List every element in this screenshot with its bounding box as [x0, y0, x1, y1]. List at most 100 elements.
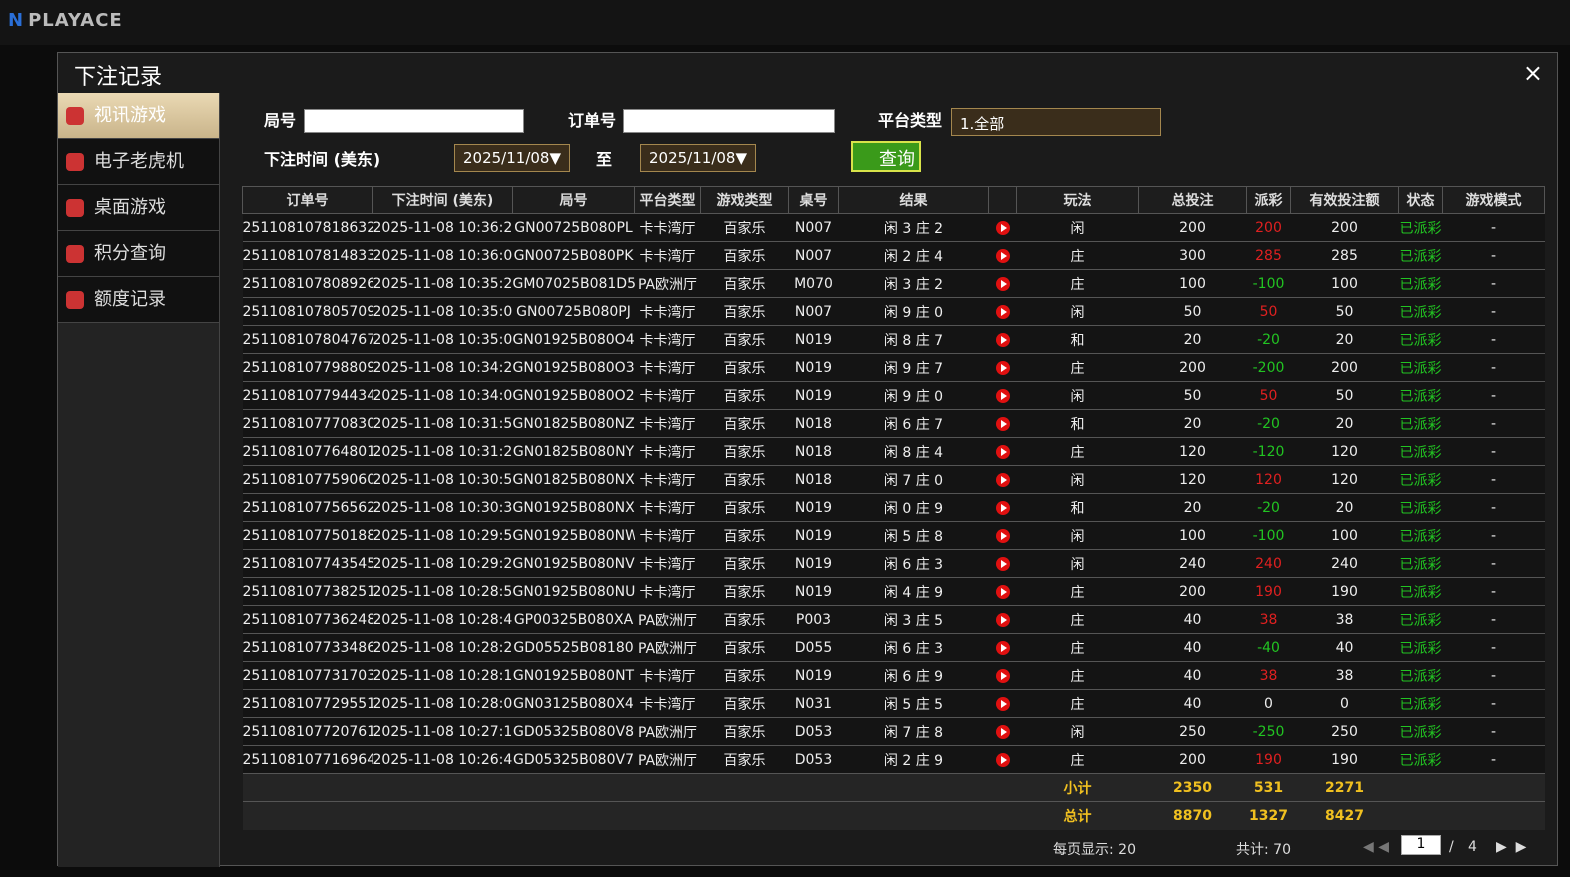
cell: 20 [1138, 493, 1247, 522]
play-icon[interactable] [995, 304, 1010, 319]
cell: 251108107743545 [242, 549, 373, 578]
cell [512, 773, 635, 802]
play-icon[interactable] [995, 640, 1010, 655]
play-icon[interactable] [995, 416, 1010, 431]
page-input[interactable]: 1 [1401, 835, 1441, 855]
play-icon[interactable] [995, 584, 1010, 599]
cell: PA欧洲厅 [634, 717, 701, 746]
next-last[interactable]: ▶ ▶ [1496, 839, 1527, 855]
round-input[interactable] [304, 109, 524, 133]
play-icon[interactable] [995, 248, 1010, 263]
cell: GN01925B080O4 [512, 325, 635, 354]
cell: 0 [1246, 689, 1291, 718]
subtotal-row: 小计 2350 531 2271 [242, 773, 1545, 802]
cell: 闲 4 庄 9 [838, 577, 989, 606]
cell: - [1442, 437, 1545, 466]
column-header: 派彩 [1246, 186, 1291, 214]
cell: 已派彩 [1398, 241, 1443, 270]
cell: 251108107733486 [242, 633, 373, 662]
play-icon[interactable] [995, 220, 1010, 235]
cell: GN00725B080PJ [512, 297, 635, 326]
cell: 50 [1246, 297, 1291, 326]
summary-label: 总计 [1016, 801, 1139, 830]
cell: 251108107764801 [242, 437, 373, 466]
play-icon[interactable] [995, 500, 1010, 515]
cell [1442, 773, 1545, 802]
cell: 40 [1138, 605, 1247, 634]
cell: 闲 5 庄 5 [838, 689, 989, 718]
cell: N019 [788, 325, 839, 354]
cell [988, 605, 1017, 634]
cell: 闲 7 庄 8 [838, 717, 989, 746]
play-icon[interactable] [995, 444, 1010, 459]
table-row: 251108107756562 2025-11-08 10:30:39 GN0192… [242, 493, 1545, 522]
play-icon[interactable] [995, 696, 1010, 711]
cell: 已派彩 [1398, 521, 1443, 550]
cell: 251108107738251 [242, 577, 373, 606]
cell: 已派彩 [1398, 493, 1443, 522]
sidebar-item[interactable]: 额度记录 [58, 277, 219, 323]
date-to[interactable]: 2025/11/08▼ [640, 144, 756, 172]
cell: 闲 [1016, 717, 1139, 746]
cell: 已派彩 [1398, 605, 1443, 634]
play-icon[interactable] [995, 360, 1010, 375]
cell: 2025-11-08 10:35:01 [372, 325, 513, 354]
cell [988, 437, 1017, 466]
cell: 卡卡湾厅 [634, 661, 701, 690]
column-header: 玩法 [1016, 186, 1139, 214]
cell: 百家乐 [700, 213, 789, 242]
sidebar-item[interactable]: 视讯游戏 [58, 93, 219, 139]
query-button[interactable]: 查询 [851, 141, 921, 172]
cell: 2025-11-08 10:28:54 [372, 577, 513, 606]
cell: D053 [788, 745, 839, 774]
cell: 闲 [1016, 465, 1139, 494]
cell [988, 269, 1017, 298]
play-icon[interactable] [995, 612, 1010, 627]
cell: 100 [1290, 269, 1399, 298]
cell: 2025-11-08 10:29:23 [372, 549, 513, 578]
cell: 38 [1246, 605, 1291, 634]
cell: 闲 [1016, 549, 1139, 578]
cell: GN01825B080NZ [512, 409, 635, 438]
play-icon[interactable] [995, 724, 1010, 739]
cell: 120 [1138, 465, 1247, 494]
cell: 卡卡湾厅 [634, 689, 701, 718]
cell: GM07025B081D5 [512, 269, 635, 298]
cell: 闲 3 庄 2 [838, 213, 989, 242]
cell: - [1442, 381, 1545, 410]
cell: 190 [1246, 577, 1291, 606]
cell: GN01825B080NX [512, 465, 635, 494]
to-label: 至 [596, 150, 613, 169]
cell [988, 213, 1017, 242]
play-icon[interactable] [995, 472, 1010, 487]
cell: -100 [1246, 269, 1291, 298]
cell: 251108107798809 [242, 353, 373, 382]
cell: 已派彩 [1398, 633, 1443, 662]
play-icon[interactable] [995, 556, 1010, 571]
order-input[interactable] [623, 109, 835, 133]
cell: 251108107731703 [242, 661, 373, 690]
summary-value: 2271 [1290, 773, 1399, 802]
close-button[interactable]: × [1522, 59, 1543, 87]
cell: 百家乐 [700, 605, 789, 634]
play-icon[interactable] [995, 668, 1010, 683]
first-prev[interactable]: ◀ ◀ [1363, 839, 1389, 855]
play-icon[interactable] [995, 528, 1010, 543]
sidebar-item[interactable]: 积分查询 [58, 231, 219, 277]
play-icon[interactable] [995, 752, 1010, 767]
cell [988, 241, 1017, 270]
play-icon[interactable] [995, 388, 1010, 403]
cell: 百家乐 [700, 437, 789, 466]
cell: GN01925B080O2 [512, 381, 635, 410]
play-icon[interactable] [995, 332, 1010, 347]
date-from[interactable]: 2025/11/08▼ [454, 144, 570, 172]
cell: 已派彩 [1398, 297, 1443, 326]
platform-select[interactable]: 1.全部 [951, 108, 1161, 136]
cell [372, 801, 513, 830]
sidebar-item[interactable]: 桌面游戏 [58, 185, 219, 231]
table-row: 251108107720761 2025-11-08 10:27:12 GD0532… [242, 717, 1545, 746]
cell: -40 [1246, 633, 1291, 662]
play-icon[interactable] [995, 276, 1010, 291]
sidebar-item[interactable]: 电子老虎机 [58, 139, 219, 185]
cell: 20 [1290, 325, 1399, 354]
